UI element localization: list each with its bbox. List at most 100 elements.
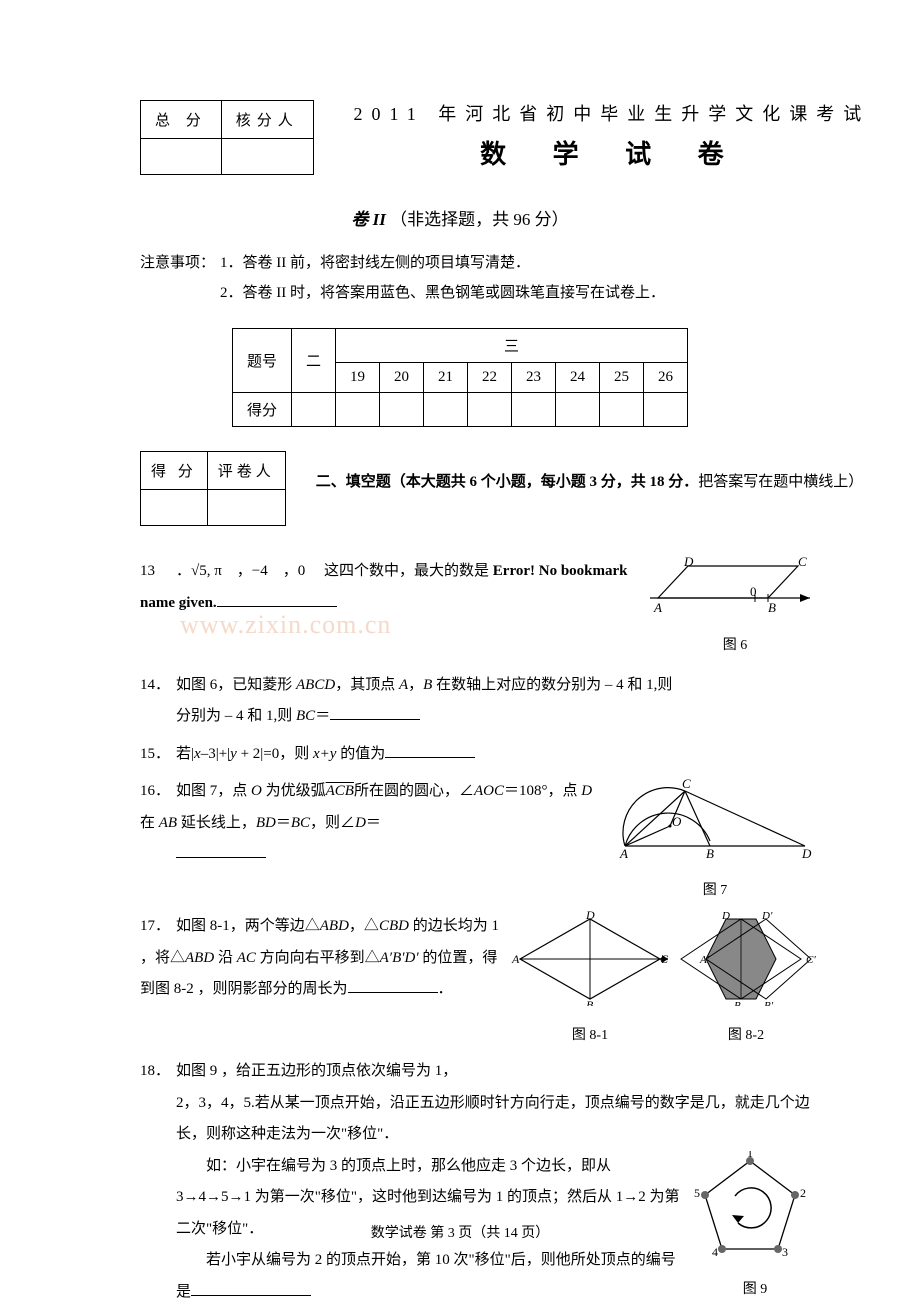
paper-paren: （非选择题，共 96 分） [390, 210, 569, 229]
q18-blank[interactable] [191, 1280, 311, 1296]
grid-col-26: 26 [644, 363, 688, 393]
q14-num: 14． [140, 670, 176, 702]
exam-title-line1: 2011 年河北省初中毕业生升学文化课考试 [344, 100, 880, 126]
grader-name-cell[interactable] [207, 490, 285, 526]
svg-text:B: B [586, 998, 594, 1006]
instructions: 注意事项： 1． 答卷 II 前，将密封线左侧的项目填写清楚． 2． 答卷 II… [140, 248, 880, 308]
grid-row-label: 题号 [232, 329, 291, 393]
svg-text:B: B [768, 600, 776, 615]
q16-num: 16． [140, 776, 176, 808]
svg-text:D': D' [761, 911, 773, 922]
instruction-1-num: 1． [220, 248, 243, 278]
svg-text:B: B [734, 1000, 741, 1006]
paper-roman: II [373, 210, 386, 229]
fig82-label: 图 8-2 [676, 1021, 816, 1050]
checker-label: 核分人 [221, 101, 313, 139]
q13-blank[interactable] [217, 591, 337, 607]
fig6-label: 图 6 [650, 631, 820, 660]
q13-body: ．√5, π ，−4 ，0 这四个数中，最大的数是 [176, 563, 493, 579]
score-grid: 题号 二 三 19 20 21 22 23 24 25 26 得分 [232, 328, 688, 427]
grid-col-24: 24 [556, 363, 600, 393]
svg-text:2: 2 [800, 1186, 806, 1200]
q17-blank[interactable] [348, 977, 438, 993]
page-footer: 数学试卷 第 3 页（共 14 页） [0, 1222, 920, 1242]
q15-num: 15． [140, 739, 176, 771]
section-2-title: 二、填空题（本大题共 6 个小题，每小题 3 分，共 18 分．把答案写在题中横… [316, 451, 880, 496]
q13-num: 13 [140, 556, 176, 588]
svg-text:C': C' [806, 954, 816, 966]
svg-text:0: 0 [750, 584, 757, 599]
svg-text:A': A' [699, 954, 710, 966]
fig7-label: 图 7 [610, 876, 820, 905]
instruction-2: 答卷 II 时，将答案用蓝色、黑色钢笔或圆珠笔直接写在试卷上． [243, 278, 666, 308]
question-13: 13．√5, π ，−4 ，0 这四个数中，最大的数是 Error! No bo… [140, 556, 820, 660]
q17-num: 17． [140, 911, 176, 943]
grader-score-cell[interactable] [141, 490, 208, 526]
fig82-svg: A' D D' C' B B' [676, 911, 816, 1006]
grid-col-three: 三 [336, 329, 688, 363]
exam-title-line2: 数 学 试 卷 [344, 134, 880, 171]
grid-col-two: 二 [292, 329, 336, 393]
grid-score-label: 得分 [232, 393, 291, 427]
paper-label: 卷 [351, 210, 372, 229]
grid-score-cell[interactable] [644, 393, 688, 427]
question-14: 14．如图 6，已知菱形 ABCD，其顶点 A，B 在数轴上对应的数分别为 – … [140, 670, 820, 733]
q16-blank[interactable] [176, 842, 266, 858]
grader-score-label: 得 分 [141, 452, 208, 490]
questions-block: 13．√5, π ，−4 ，0 这四个数中，最大的数是 Error! No bo… [140, 556, 820, 1308]
grid-col-23: 23 [512, 363, 556, 393]
svg-text:1: 1 [747, 1151, 753, 1160]
figure-7: A B C D O 图 7 [610, 776, 820, 905]
figure-6: A 0 B C D 图 6 [650, 556, 820, 660]
svg-text:B': B' [764, 1000, 774, 1006]
fig9-svg: 1 2 3 4 5 [690, 1151, 810, 1261]
grid-score-cell[interactable] [424, 393, 468, 427]
instruction-2-num: 2． [220, 278, 243, 308]
instruction-1: 答卷 II 前，将密封线左侧的项目填写清楚． [243, 248, 531, 278]
grader-name-label: 评卷人 [207, 452, 285, 490]
question-18: 18．如图 9 ，给正五边形的顶点依次编号为 1， 2，3，4，5.若从某一顶点… [140, 1056, 820, 1308]
fig9-label: 图 9 [690, 1275, 820, 1304]
svg-text:D: D [683, 556, 694, 569]
fig6-svg: A 0 B C D [650, 556, 820, 616]
svg-text:A: A [511, 952, 520, 966]
total-score-label: 总 分 [141, 101, 222, 139]
svg-text:4: 4 [712, 1245, 718, 1259]
question-15: 15．若|x–3|+|y + 2|=0，则 x+y 的值为 [140, 739, 820, 771]
fig81-label: 图 8-1 [510, 1021, 670, 1050]
section-2-title-tail: 把答案写在题中横线上） [698, 474, 863, 490]
grid-score-cell[interactable] [292, 393, 336, 427]
total-score-cell[interactable] [141, 139, 222, 175]
header-row: 总 分 核分人 2011 年河北省初中毕业生升学文化课考试 数 学 试 卷 [40, 100, 880, 175]
paper-section-title: 卷 II （非选择题，共 96 分） [40, 205, 880, 230]
grid-col-22: 22 [468, 363, 512, 393]
grid-score-cell[interactable] [336, 393, 380, 427]
q18-num: 18． [140, 1056, 176, 1088]
grid-score-cell[interactable] [380, 393, 424, 427]
checker-cell[interactable] [221, 139, 313, 175]
svg-text:D: D [801, 846, 812, 861]
grid-score-cell[interactable] [468, 393, 512, 427]
grid-score-cell[interactable] [600, 393, 644, 427]
figure-8: A D C B 图 8-1 A' D D' C' [510, 911, 820, 1050]
svg-text:C: C [798, 556, 807, 569]
svg-text:A: A [653, 600, 662, 615]
grader-box: 得 分 评卷人 [140, 451, 286, 526]
q18-line2: 2，3，4，5.若从某一顶点开始，沿正五边形顺时针方向行走，顶点编号的数字是几，… [140, 1088, 812, 1151]
section-2-header: 得 分 评卷人 二、填空题（本大题共 6 个小题，每小题 3 分，共 18 分．… [140, 451, 880, 526]
grid-score-cell[interactable] [556, 393, 600, 427]
section-2-title-bold: 二、填空题（本大题共 6 个小题，每小题 3 分，共 18 分． [316, 474, 699, 490]
svg-text:B: B [706, 846, 714, 861]
grid-col-20: 20 [380, 363, 424, 393]
q15-blank[interactable] [385, 742, 475, 758]
grid-score-cell[interactable] [512, 393, 556, 427]
grid-col-19: 19 [336, 363, 380, 393]
fig81-svg: A D C B [510, 911, 670, 1006]
question-17: 17．如图 8-1，两个等边△ABD，△CBD 的边长均为 1 ，将△ABD 沿… [140, 911, 820, 1050]
svg-text:A: A [619, 846, 628, 861]
q14-blank[interactable] [330, 704, 420, 720]
q18-line1: 如图 9 ，给正五边形的顶点依次编号为 1， [176, 1063, 457, 1079]
svg-text:D: D [721, 911, 730, 922]
svg-text:3: 3 [782, 1245, 788, 1259]
svg-text:5: 5 [694, 1186, 700, 1200]
